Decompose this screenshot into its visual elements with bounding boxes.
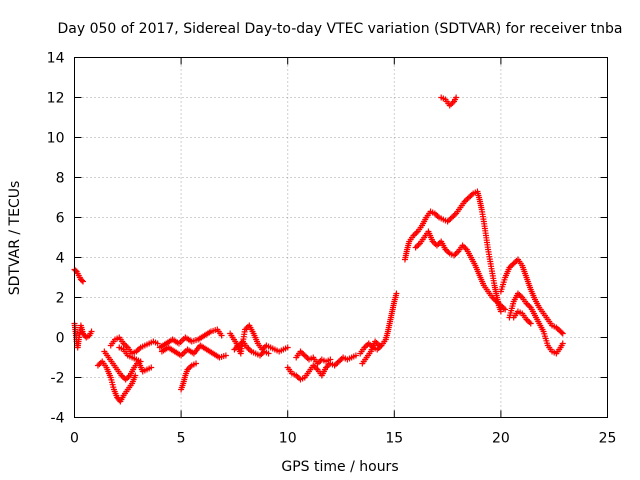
- data-point: [80, 278, 87, 285]
- y-tick-label: 4: [56, 251, 65, 267]
- data-point: [453, 94, 460, 101]
- data-point: [88, 328, 95, 335]
- x-tick-label: 15: [385, 431, 403, 447]
- y-tick-label: 2: [56, 291, 65, 307]
- x-tick-label: 10: [279, 431, 297, 447]
- data-point: [284, 344, 291, 351]
- data-point: [352, 352, 359, 359]
- x-tick-label: 5: [177, 431, 186, 447]
- data-point: [78, 277, 85, 284]
- data-point: [393, 290, 400, 297]
- x-tick-label: 25: [599, 431, 617, 447]
- x-axis-label: GPS time / hours: [281, 459, 398, 475]
- y-tick-label: -2: [51, 371, 65, 387]
- data-point: [376, 342, 383, 349]
- data-point: [497, 308, 504, 315]
- x-tick-label: 0: [70, 431, 79, 447]
- data-point: [559, 340, 566, 347]
- data-point: [558, 329, 565, 336]
- y-tick-label: -4: [51, 411, 65, 427]
- x-tick-labels: 0 5 10 15 20 25: [70, 431, 616, 447]
- y-tick-label: 6: [56, 211, 65, 227]
- data-point: [502, 306, 509, 313]
- y-tick-label: 14: [47, 51, 65, 67]
- data-point: [527, 320, 534, 327]
- data-points: [71, 94, 566, 405]
- chart-title: Day 050 of 2017, Sidereal Day-to-day VTE…: [57, 21, 622, 37]
- y-axis-label: SDTVAR / TECUs: [7, 181, 23, 296]
- plot-frame: [74, 57, 608, 418]
- data-point: [265, 350, 272, 357]
- y-tick-label: 10: [47, 131, 65, 147]
- data-point: [222, 352, 229, 359]
- data-point: [218, 332, 225, 339]
- data-point: [327, 356, 334, 363]
- y-tick-label: 0: [56, 331, 65, 347]
- y-tick-labels: -4 -2 0 2 4 6 8 10 12 14: [47, 51, 65, 427]
- y-tick-label: 12: [47, 91, 65, 107]
- data-point: [137, 358, 144, 365]
- data-point: [132, 372, 139, 379]
- gridlines: [74, 57, 608, 418]
- data-point: [559, 330, 566, 337]
- x-tick-label: 20: [492, 431, 510, 447]
- data-point: [148, 364, 155, 371]
- data-point: [154, 340, 161, 347]
- axis-ticks: [74, 57, 608, 418]
- y-tick-label: 8: [56, 171, 65, 187]
- data-point: [193, 360, 200, 367]
